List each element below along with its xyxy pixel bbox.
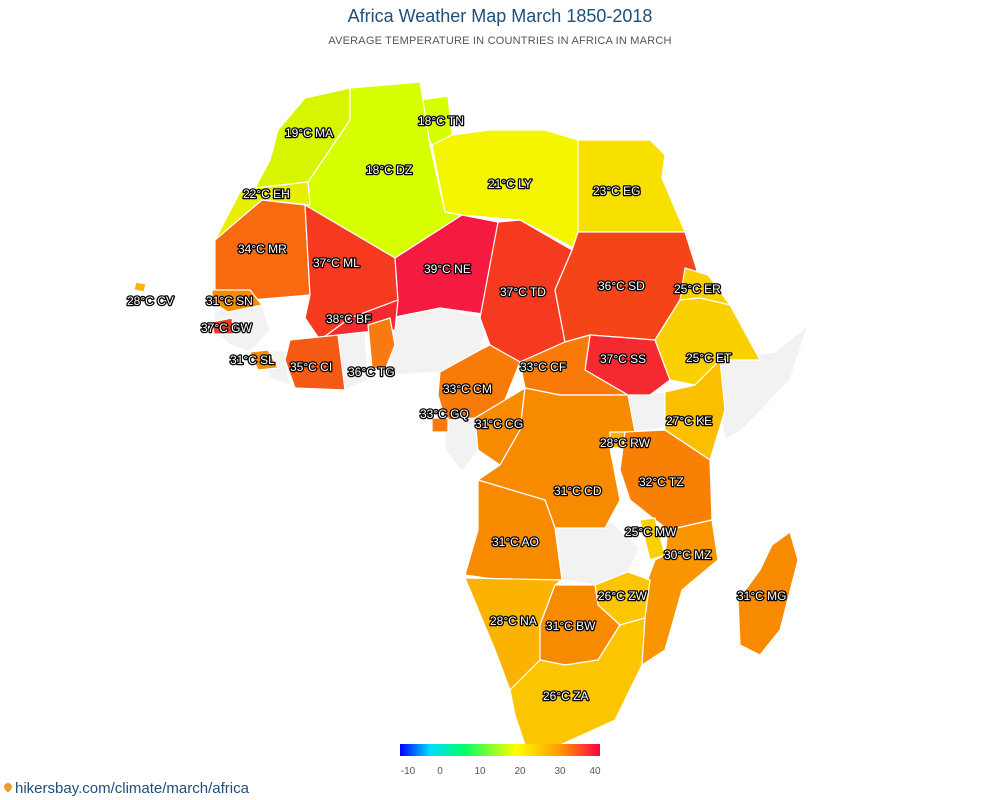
label-gw: 37°C GW — [201, 321, 252, 335]
country-senegal[interactable] — [211, 289, 263, 313]
label-ma: 19°C MA — [285, 126, 333, 140]
label-cm: 33°C CM — [443, 382, 492, 396]
label-dz: 18°C DZ — [366, 163, 412, 177]
label-ml: 37°C ML — [313, 256, 360, 270]
label-mr: 34°C MR — [238, 242, 287, 256]
label-tn: 18°C TN — [418, 114, 464, 128]
country-guinea-bissau[interactable] — [211, 317, 235, 335]
scale-tick-label: 40 — [589, 766, 601, 777]
source-url[interactable]: hikersbay.com/climate/march/africa — [15, 780, 249, 797]
countries — [133, 81, 799, 746]
label-eh: 22°C EH — [243, 187, 290, 201]
label-ss: 37°C SS — [600, 352, 646, 366]
label-na: 28°C NA — [490, 614, 537, 628]
label-sn: 31°C SN — [206, 294, 253, 308]
label-zw: 26°C ZW — [598, 589, 647, 603]
nodata-gabon — [444, 417, 479, 473]
label-ly: 21°C LY — [488, 177, 532, 191]
country-dr-congo[interactable] — [477, 387, 636, 529]
label-et: 25°C ET — [686, 351, 732, 365]
scale-tick-label: 20 — [514, 766, 526, 777]
label-tg: 36°C TG — [348, 365, 395, 379]
source-link[interactable]: hikersbay.com/climate/march/africa — [2, 780, 249, 797]
label-ao: 31°C AO — [492, 535, 539, 549]
label-er: 25°C ER — [674, 282, 721, 296]
label-tz: 32°C TZ — [639, 475, 684, 489]
map-title: Africa Weather Map March 1850-2018 — [347, 6, 653, 26]
label-ci: 35°C CI — [290, 360, 332, 374]
label-sl: 31°C SL — [230, 353, 275, 367]
country-libya[interactable] — [431, 129, 579, 251]
label-bw: 31°C BW — [546, 619, 596, 633]
country-togo[interactable] — [367, 317, 396, 371]
scale-tick-label: 30 — [554, 766, 566, 777]
label-mw: 25°C MW — [625, 525, 677, 539]
label-cv: 28°C CV — [127, 294, 174, 308]
scale-tick-label: 10 — [474, 766, 486, 777]
label-eg: 23°C EG — [593, 184, 640, 198]
label-rw: 28°C RW — [600, 436, 651, 450]
label-ne: 39°C NE — [424, 262, 471, 276]
country-sierra-leone[interactable] — [249, 349, 279, 371]
no-data-regions — [211, 304, 809, 586]
label-cg: 31°C CG — [475, 417, 523, 431]
label-cf: 33°C CF — [520, 360, 566, 374]
scale-tick-label: -10 — [400, 766, 416, 777]
label-mz: 30°C MZ — [664, 548, 711, 562]
country-madagascar[interactable] — [737, 531, 799, 656]
label-za: 26°C ZA — [543, 689, 588, 703]
label-sd: 36°C SD — [598, 279, 645, 293]
scale-tick-label: 0 — [437, 766, 443, 777]
country-south-africa[interactable] — [509, 617, 646, 746]
label-gq: 33°C GQ — [420, 407, 469, 421]
label-mg: 31°C MG — [737, 589, 786, 603]
country-equatorial-guinea[interactable] — [431, 417, 449, 433]
country-labels: 19°C MA 18°C TN 18°C DZ 21°C LY 23°C EG … — [126, 113, 788, 705]
label-td: 37°C TD — [500, 285, 546, 299]
temperature-color-scale — [400, 744, 600, 756]
map-subtitle: AVERAGE TEMPERATURE IN COUNTRIES IN AFRI… — [328, 35, 672, 47]
label-bf: 38°C BF — [326, 312, 371, 326]
label-cd: 31°C CD — [554, 484, 602, 498]
country-cote-divoire[interactable] — [284, 334, 346, 391]
map-pin-icon — [2, 781, 14, 793]
country-cape-verde[interactable] — [133, 281, 147, 293]
country-mozambique[interactable] — [639, 519, 719, 666]
label-ke: 27°C KE — [666, 414, 712, 428]
